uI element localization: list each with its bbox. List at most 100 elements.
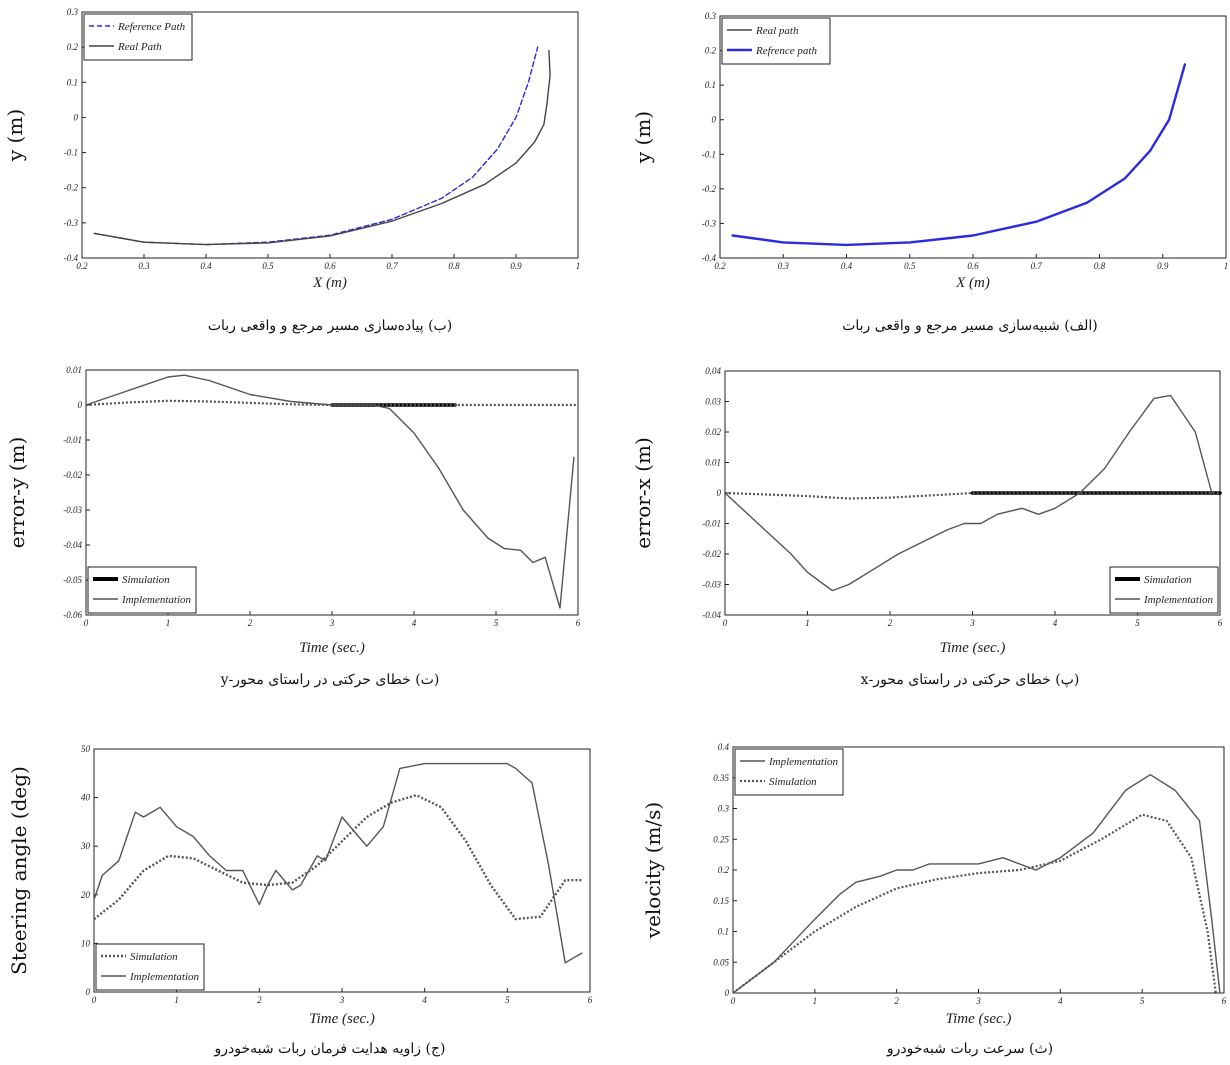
y-tick-label: 0.01 [66, 365, 82, 375]
x-tick-label: 2 [248, 618, 253, 628]
y-tick-label: -0.3 [702, 218, 717, 228]
x-tick-label: 3 [339, 995, 345, 1005]
series-line-implementation [732, 774, 1221, 994]
x-tick-label: 1 [805, 618, 810, 628]
chart-panel-te: 0 1 2 3 4 5 6 -0.06 -0.05 -0.04 -0.03 -0.02 -0.01 0 0.… [0, 360, 600, 700]
x-tick-label: 0.5 [262, 261, 274, 271]
y-tick-label: -0.04 [63, 540, 82, 550]
x-tick-label: 0 [731, 996, 736, 1006]
y-tick-label: 0.1 [705, 80, 716, 90]
x-tick-label: 3 [329, 618, 335, 628]
legend-label: Real Path [117, 41, 162, 53]
y-tick-label: -0.04 [702, 610, 721, 620]
x-tick-label: 5 [505, 995, 510, 1005]
y-tick-label: -0.01 [702, 519, 721, 529]
y-tick-label: 40 [81, 793, 91, 803]
legend-box [734, 748, 844, 796]
y-tick-label: -0.1 [64, 148, 78, 158]
x-tick-label: 5 [1140, 996, 1145, 1006]
y-tick-label: -0.2 [702, 184, 717, 194]
legend-label: Implementation [129, 971, 200, 983]
series-line-reference-path [93, 46, 539, 246]
y-tick-label: 0.03 [705, 397, 721, 407]
x-tick-label: 0 [84, 618, 89, 628]
caption-te: (ت) خطای حرکتی در راستای محور-y [220, 672, 440, 688]
x-tick-label: 6 [588, 995, 593, 1005]
y-tick-label: -0.03 [63, 505, 82, 515]
series-line-unlabeled-2 [85, 399, 578, 407]
legend: Reference Path Real Path [83, 13, 193, 61]
y-tick-label: 0.35 [713, 773, 729, 783]
x-tick-label: 4 [412, 618, 417, 628]
caption-pe: (پ) خطای حرکتی در راستای محور-x [860, 672, 1080, 688]
x-tick-label: 6 [1222, 996, 1227, 1006]
y-tick-label: 20 [81, 890, 91, 900]
x-tick-label: 0 [92, 995, 97, 1005]
y-tick-label: -0.05 [63, 575, 82, 585]
x-tick-label: 0.8 [448, 261, 460, 271]
y-tick-label: 0.3 [67, 7, 79, 17]
x-axis-label: Time (sec.) [946, 1011, 1012, 1027]
x-axis-label: X (m) [955, 275, 990, 291]
y-tick-label: 0.1 [67, 77, 78, 87]
legend-label: Simulation [769, 776, 817, 788]
x-tick-label: 0.3 [138, 261, 150, 271]
legend-label: Implementation [768, 756, 839, 768]
legend-label: Refrence path [755, 45, 817, 57]
y-axis-label: error-y (m) [5, 437, 29, 549]
chart-panel-alef: 0.2 0.3 0.4 0.5 0.6 0.7 0.8 0.9 1 -0.4 -0.3 -0.2 -0.… [620, 0, 1230, 345]
series-line-simulation [93, 794, 582, 921]
caption-je: (ج) زاویه هدایت فرمان ربات شبه‌خودرو [214, 1041, 446, 1057]
legend-label: Simulation [1144, 574, 1192, 586]
x-tick-label: 4 [1058, 996, 1063, 1006]
x-tick-label: 2 [888, 618, 893, 628]
y-tick-label: -0.4 [64, 253, 79, 263]
y-tick-label: -0.06 [63, 610, 82, 620]
chart-alef: 0.2 0.3 0.4 0.5 0.6 0.7 0.8 0.9 1 -0.4 -0.3 -0.2 -0.… [631, 11, 1228, 291]
y-tick-label: 0.3 [718, 804, 730, 814]
series-line-implementation [85, 374, 575, 609]
legend-label: Simulation [130, 951, 178, 963]
series-line-real-path [731, 63, 1186, 246]
legend-box [83, 13, 193, 61]
x-tick-label: 0.7 [386, 261, 398, 271]
series-line-real-path [93, 50, 551, 246]
x-tick-label: 1 [174, 995, 179, 1005]
chart-the: 0 1 2 3 4 5 6 0 0.05 0.1 0.15 0.2 0.25 0.3 0.35 0.4 Time… [641, 742, 1227, 1027]
legend-label: Implementation [121, 594, 192, 606]
y-tick-label: 0.02 [705, 427, 721, 437]
legend-label: Simulation [122, 574, 170, 586]
legend-label: Real path [755, 25, 799, 37]
chart-je: 0 1 2 3 4 5 6 0 10 20 30 40 50 Time (sec.) Steering an… [7, 744, 593, 1027]
y-tick-label: -0.02 [702, 549, 721, 559]
y-tick-label: 0 [712, 115, 717, 125]
y-tick-label: 0.2 [705, 46, 717, 56]
y-tick-label: 0.2 [67, 42, 79, 52]
legend: Simulation Implementation [1109, 566, 1219, 614]
y-axis-label: error-x (m) [631, 437, 655, 549]
chart-panel-the: 0 1 2 3 4 5 6 0 0.05 0.1 0.15 0.2 0.25 0.3 0.35 0.4 Time… [620, 735, 1230, 1060]
legend-box [95, 943, 205, 991]
x-tick-label: 1 [576, 261, 581, 271]
x-tick-label: 0.4 [200, 261, 212, 271]
x-tick-label: 0.4 [841, 261, 853, 271]
x-tick-label: 5 [494, 618, 499, 628]
y-tick-label: 0.2 [718, 865, 730, 875]
legend: Simulation Implementation [87, 566, 197, 614]
y-tick-label: 0.05 [713, 957, 729, 967]
x-tick-label: 3 [969, 618, 975, 628]
x-tick-label: 6 [576, 618, 581, 628]
x-tick-label: 0.6 [324, 261, 336, 271]
x-tick-label: 0.9 [1157, 261, 1169, 271]
x-tick-label: 0.5 [904, 261, 916, 271]
y-tick-label: -0.02 [63, 470, 82, 480]
y-tick-label: 0 [717, 488, 722, 498]
x-tick-label: 0 [723, 618, 728, 628]
legend-box [721, 17, 831, 65]
x-tick-label: 1 [813, 996, 818, 1006]
x-axis-label: Time (sec.) [940, 640, 1006, 656]
legend-box [87, 566, 197, 614]
legend: Real path Refrence path [721, 17, 831, 65]
caption-alef: (الف) شبیه‌سازی مسیر مرجع و واقعی ربات [842, 318, 1098, 334]
legend-label: Implementation [1143, 594, 1214, 606]
